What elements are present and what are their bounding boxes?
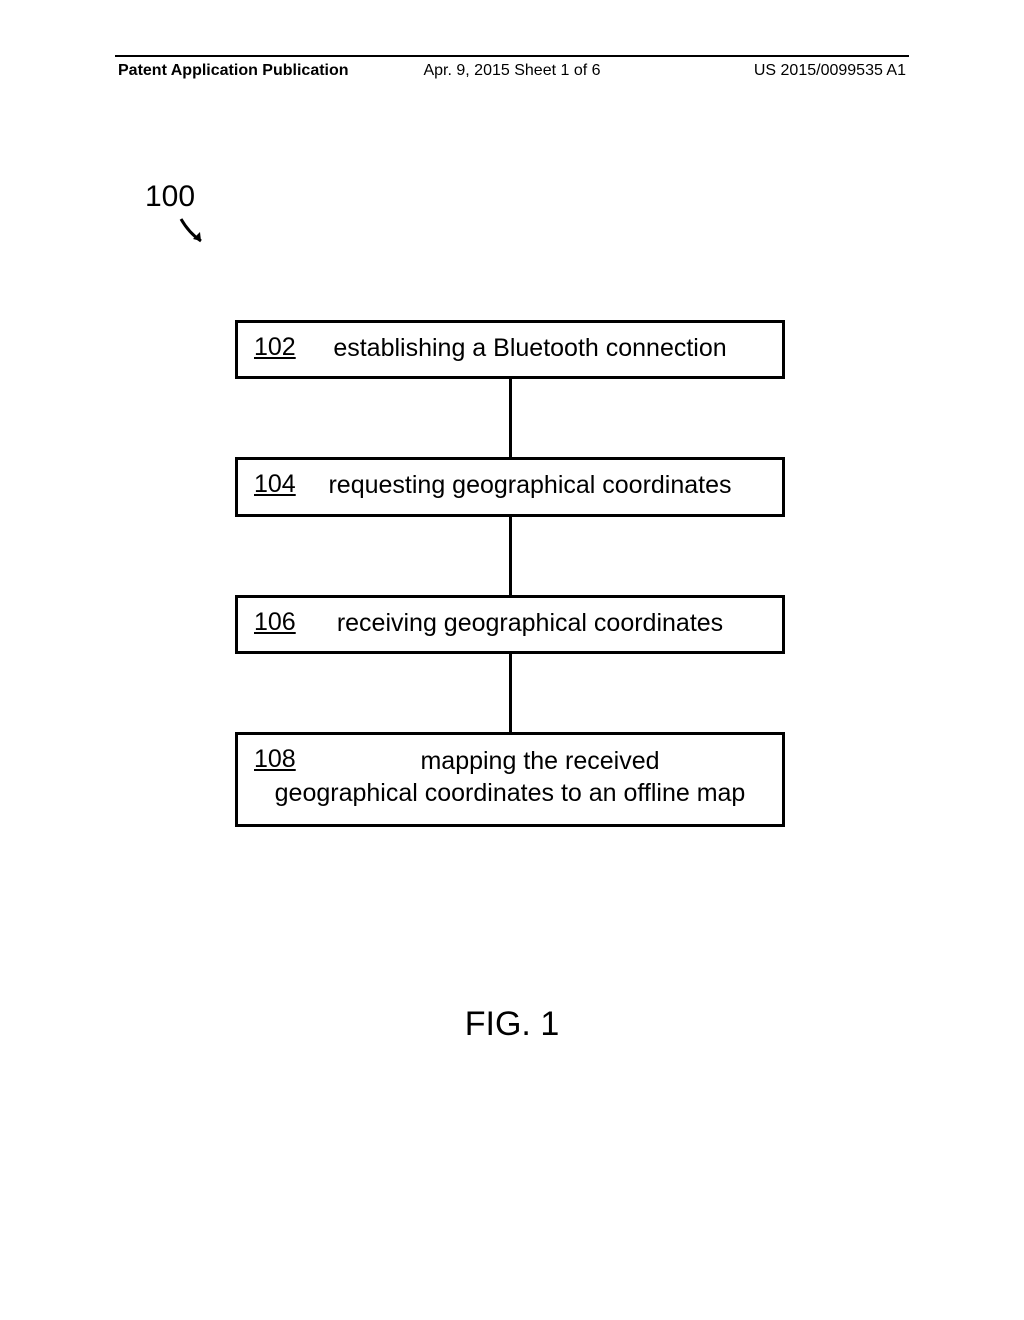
flowchart-box: 104 requesting geographical coordinates [235,457,785,516]
box-text: receiving geographical coordinates [254,608,766,639]
flowchart-container: 102 establishing a Bluetooth connection … [235,320,785,827]
box-number: 108 [254,745,296,774]
flowchart-box: 102 establishing a Bluetooth connection [235,320,785,379]
box-text: requesting geographical coordinates [254,470,766,501]
flowchart-box: 108 mapping the received geographical co… [235,732,785,827]
flowchart-connector [509,379,512,457]
box-text-line1: mapping the received [360,745,659,778]
header-left-text: Patent Application Publication [118,62,349,80]
header-center-text: Apr. 9, 2015 Sheet 1 of 6 [423,62,600,80]
header-rule [115,55,909,57]
figure-label: FIG. 1 [465,1005,559,1044]
flowchart-connector [509,517,512,595]
box-number: 106 [254,608,296,637]
box-text-line2: geographical coordinates to an offline m… [275,779,746,807]
flowchart-box: 106 receiving geographical coordinates [235,595,785,654]
reference-number: 100 [145,180,195,214]
box-text: mapping the received geographical coordi… [254,745,766,810]
reference-arrow-icon [175,215,215,255]
box-text: establishing a Bluetooth connection [254,333,766,364]
header-right-text: US 2015/0099535 A1 [754,62,906,80]
box-number: 104 [254,470,296,499]
box-number: 102 [254,333,296,362]
flowchart-connector [509,654,512,732]
